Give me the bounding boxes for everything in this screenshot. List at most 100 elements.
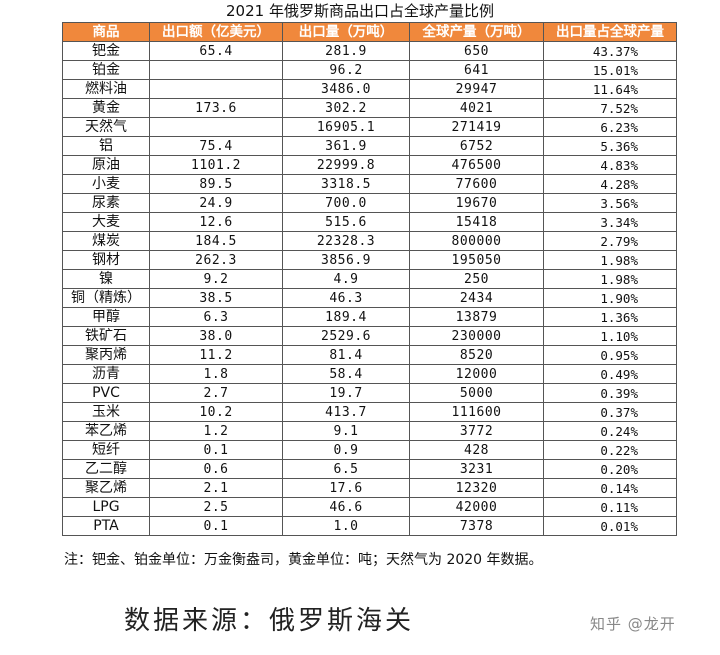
cell-commodity: 铜（精炼） bbox=[62, 288, 150, 308]
cell-export-value: 0.1 bbox=[149, 440, 283, 460]
cell-share: 4.28% bbox=[543, 174, 677, 194]
table-row: 聚乙烯 2.1 17.6 12320 0.14% bbox=[62, 478, 677, 498]
cell-export-volume: 58.4 bbox=[282, 364, 410, 384]
cell-global-output: 428 bbox=[409, 440, 544, 460]
header-export-volume: 出口量（万吨） bbox=[282, 22, 410, 42]
cell-share: 3.34% bbox=[543, 212, 677, 232]
table-row: 聚丙烯 11.2 81.4 8520 0.95% bbox=[62, 345, 677, 365]
cell-share: 0.95% bbox=[543, 345, 677, 365]
cell-global-output: 6752 bbox=[409, 136, 544, 156]
cell-global-output: 3231 bbox=[409, 459, 544, 479]
header-commodity: 商品 bbox=[62, 22, 150, 42]
cell-commodity: 沥青 bbox=[62, 364, 150, 384]
watermark: 知乎 @龙开 bbox=[590, 615, 676, 633]
table-row: 沥青 1.8 58.4 12000 0.49% bbox=[62, 364, 677, 384]
cell-export-volume: 302.2 bbox=[282, 98, 410, 118]
table-row: 铂金 96.2 641 15.01% bbox=[62, 60, 677, 80]
cell-export-value: 2.5 bbox=[149, 497, 283, 517]
cell-export-volume: 413.7 bbox=[282, 402, 410, 422]
cell-export-volume: 81.4 bbox=[282, 345, 410, 365]
cell-commodity: 钯金 bbox=[62, 41, 150, 61]
export-share-table: 商品 出口额（亿美元） 出口量（万吨） 全球产量（万吨） 出口量占全球产量 钯金… bbox=[62, 22, 677, 536]
cell-global-output: 5000 bbox=[409, 383, 544, 403]
cell-export-value bbox=[149, 79, 283, 99]
cell-commodity: 铁矿石 bbox=[62, 326, 150, 346]
cell-share: 0.49% bbox=[543, 364, 677, 384]
cell-export-volume: 2529.6 bbox=[282, 326, 410, 346]
table-row: 苯乙烯 1.2 9.1 3772 0.24% bbox=[62, 421, 677, 441]
table-row: 铁矿石 38.0 2529.6 230000 1.10% bbox=[62, 326, 677, 346]
cell-global-output: 271419 bbox=[409, 117, 544, 137]
table-row: 小麦 89.5 3318.5 77600 4.28% bbox=[62, 174, 677, 194]
cell-share: 1.98% bbox=[543, 269, 677, 289]
table-row: PVC 2.7 19.7 5000 0.39% bbox=[62, 383, 677, 403]
cell-export-volume: 3486.0 bbox=[282, 79, 410, 99]
cell-share: 6.23% bbox=[543, 117, 677, 137]
cell-global-output: 230000 bbox=[409, 326, 544, 346]
cell-share: 4.83% bbox=[543, 155, 677, 175]
cell-commodity: 燃料油 bbox=[62, 79, 150, 99]
table-row: 原油 1101.2 22999.8 476500 4.83% bbox=[62, 155, 677, 175]
cell-export-volume: 189.4 bbox=[282, 307, 410, 327]
data-source: 数据来源：俄罗斯海关 bbox=[124, 606, 415, 636]
cell-commodity: 短纤 bbox=[62, 440, 150, 460]
cell-export-volume: 0.9 bbox=[282, 440, 410, 460]
cell-share: 7.52% bbox=[543, 98, 677, 118]
cell-export-volume: 17.6 bbox=[282, 478, 410, 498]
table-row: 黄金 173.6 302.2 4021 7.52% bbox=[62, 98, 677, 118]
table-row: 大麦 12.6 515.6 15418 3.34% bbox=[62, 212, 677, 232]
cell-export-value: 12.6 bbox=[149, 212, 283, 232]
cell-global-output: 650 bbox=[409, 41, 544, 61]
table-row: 镍 9.2 4.9 250 1.98% bbox=[62, 269, 677, 289]
cell-global-output: 12320 bbox=[409, 478, 544, 498]
cell-commodity: PVC bbox=[62, 383, 150, 403]
cell-export-value: 1.8 bbox=[149, 364, 283, 384]
cell-global-output: 476500 bbox=[409, 155, 544, 175]
header-share: 出口量占全球产量 bbox=[543, 22, 677, 42]
cell-global-output: 4021 bbox=[409, 98, 544, 118]
cell-share: 0.20% bbox=[543, 459, 677, 479]
table-row: 天然气 16905.1 271419 6.23% bbox=[62, 117, 677, 137]
cell-export-volume: 361.9 bbox=[282, 136, 410, 156]
cell-commodity: 苯乙烯 bbox=[62, 421, 150, 441]
cell-global-output: 800000 bbox=[409, 231, 544, 251]
cell-share: 5.36% bbox=[543, 136, 677, 156]
cell-commodity: 甲醇 bbox=[62, 307, 150, 327]
table-body: 钯金 65.4 281.9 650 43.37% 铂金 96.2 641 15.01% 燃料油 34… bbox=[62, 41, 677, 536]
cell-global-output: 2434 bbox=[409, 288, 544, 308]
cell-export-volume: 281.9 bbox=[282, 41, 410, 61]
table-row: 短纤 0.1 0.9 428 0.22% bbox=[62, 440, 677, 460]
cell-export-value: 2.1 bbox=[149, 478, 283, 498]
cell-global-output: 250 bbox=[409, 269, 544, 289]
cell-commodity: 铂金 bbox=[62, 60, 150, 80]
table-row: 乙二醇 0.6 6.5 3231 0.20% bbox=[62, 459, 677, 479]
table-row: 甲醇 6.3 189.4 13879 1.36% bbox=[62, 307, 677, 327]
cell-commodity: 铝 bbox=[62, 136, 150, 156]
cell-share: 0.01% bbox=[543, 516, 677, 536]
cell-export-volume: 22328.3 bbox=[282, 231, 410, 251]
table-row: 钯金 65.4 281.9 650 43.37% bbox=[62, 41, 677, 61]
cell-commodity: 原油 bbox=[62, 155, 150, 175]
cell-export-value: 11.2 bbox=[149, 345, 283, 365]
cell-commodity: 小麦 bbox=[62, 174, 150, 194]
cell-export-volume: 19.7 bbox=[282, 383, 410, 403]
cell-export-value: 1101.2 bbox=[149, 155, 283, 175]
cell-share: 1.98% bbox=[543, 250, 677, 270]
cell-global-output: 12000 bbox=[409, 364, 544, 384]
table-row: 尿素 24.9 700.0 19670 3.56% bbox=[62, 193, 677, 213]
table-row: LPG 2.5 46.6 42000 0.11% bbox=[62, 497, 677, 517]
table-row: 玉米 10.2 413.7 111600 0.37% bbox=[62, 402, 677, 422]
cell-export-volume: 46.6 bbox=[282, 497, 410, 517]
cell-export-volume: 4.9 bbox=[282, 269, 410, 289]
cell-export-volume: 1.0 bbox=[282, 516, 410, 536]
cell-export-volume: 22999.8 bbox=[282, 155, 410, 175]
cell-export-value: 262.3 bbox=[149, 250, 283, 270]
cell-share: 0.11% bbox=[543, 497, 677, 517]
cell-global-output: 42000 bbox=[409, 497, 544, 517]
cell-global-output: 15418 bbox=[409, 212, 544, 232]
cell-export-volume: 16905.1 bbox=[282, 117, 410, 137]
cell-commodity: 镍 bbox=[62, 269, 150, 289]
cell-export-value: 173.6 bbox=[149, 98, 283, 118]
cell-export-value: 38.0 bbox=[149, 326, 283, 346]
table-row: PTA 0.1 1.0 7378 0.01% bbox=[62, 516, 677, 536]
